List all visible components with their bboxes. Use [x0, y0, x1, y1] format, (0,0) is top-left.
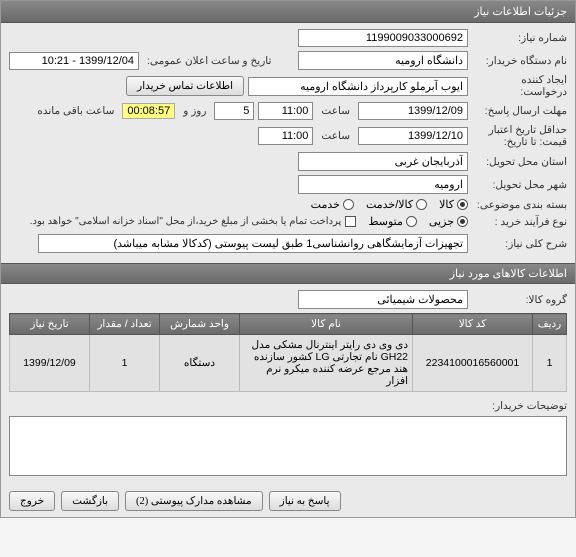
radio-icon [406, 216, 417, 227]
exit-button[interactable]: خروج [9, 491, 55, 511]
table-header-row: ردیف کد کالا نام کالا واحد شمارش تعداد /… [10, 314, 567, 335]
contact-buyer-button[interactable]: اطلاعات تماس خریدار [126, 76, 244, 96]
delivery-city-label: شهر محل تحویل: [472, 179, 567, 191]
cell-code: 2234100016560001 [413, 335, 533, 392]
radio-icon [343, 199, 354, 210]
cell-date: 1399/12/09 [10, 335, 90, 392]
col-name: نام کالا [240, 314, 413, 335]
packaging-goods-text: کالا [439, 198, 454, 211]
creator-label: ایجاد کننده درخواست: [472, 74, 567, 98]
reply-days: 5 [214, 102, 254, 120]
need-details-panel: جزئیات اطلاعات نیاز شماره نیاز: 11990090… [0, 0, 576, 518]
reply-deadline-time: 11:00 [258, 102, 313, 120]
radio-checked-icon [457, 199, 468, 210]
price-validity-time-label: ساعت [321, 130, 350, 142]
need-desc-label: شرح کلی نیاز: [472, 238, 567, 250]
purchase-low-text: جزیی [429, 215, 454, 228]
radio-icon [416, 199, 427, 210]
packaging-service-radio[interactable]: کالا/خدمت [366, 198, 427, 211]
purchase-mid-radio[interactable]: متوسط [368, 215, 417, 228]
treasury-checkbox[interactable] [345, 216, 356, 227]
col-unit: واحد شمارش [160, 314, 240, 335]
treasury-note: پرداخت تمام یا بخشی از مبلغ خرید،از محل … [30, 216, 342, 227]
items-table: ردیف کد کالا نام کالا واحد شمارش تعداد /… [9, 313, 567, 392]
cell-unit: دستگاه [160, 335, 240, 392]
radio-checked-icon [457, 216, 468, 227]
delivery-province-value: آذربایجان غربی [298, 152, 468, 171]
reply-button[interactable]: پاسخ به نیاز [269, 491, 341, 511]
public-announce-label: تاریخ و ساعت اعلان عمومی: [147, 55, 290, 67]
attachments-button[interactable]: مشاهده مدارک پیوستی (2) [125, 491, 263, 511]
back-button[interactable]: بازگشت [61, 491, 119, 511]
delivery-city-value: ارومیه [298, 175, 468, 194]
footer-actions: پاسخ به نیاز مشاهده مدارک پیوستی (2) باز… [1, 485, 575, 517]
items-section-header: اطلاعات کالاهای مورد نیاز [1, 263, 575, 284]
reply-time-label: ساعت [321, 105, 350, 117]
packaging-service-only-radio[interactable]: خدمت [311, 198, 354, 211]
purchase-mid-text: متوسط [368, 215, 403, 228]
cell-name: دی وی دی رایتر اینترنال مشکی مدل GH22 نا… [240, 335, 413, 392]
buyer-comments-textarea[interactable] [9, 416, 567, 476]
buyer-comments-label: توضیحات خریدار: [472, 400, 567, 412]
panel-title: جزئیات اطلاعات نیاز [1, 1, 575, 23]
remain-label: ساعت باقی مانده [37, 105, 114, 117]
reply-days-label: روز و [183, 105, 206, 117]
buyer-org-label: نام دستگاه خریدار: [472, 55, 567, 67]
countdown-timer: 00:08:57 [122, 103, 175, 119]
cell-idx: 1 [533, 335, 567, 392]
table-row[interactable]: 1 2234100016560001 دی وی دی رایتر اینترن… [10, 335, 567, 392]
col-date: تاریخ نیاز [10, 314, 90, 335]
public-announce-value: 1399/12/04 - 10:21 [9, 52, 139, 70]
need-desc-value: تجهیزات آزمایشگاهی روانشناسی1 طبق لیست پ… [38, 234, 468, 253]
product-group-value: محصولات شیمیائی [298, 290, 468, 309]
delivery-province-label: استان محل تحویل: [472, 156, 567, 168]
packaging-goods-radio[interactable]: کالا [439, 198, 468, 211]
purchase-low-radio[interactable]: جزیی [429, 215, 468, 228]
need-number-label: شماره نیاز: [472, 32, 567, 44]
packaging-service-text: کالا/خدمت [366, 198, 413, 211]
buyer-org-value: دانشگاه ارومیه [298, 51, 468, 70]
purchase-type-label: نوع فرآیند خرید : [472, 216, 567, 228]
col-idx: ردیف [533, 314, 567, 335]
product-group-label: گروه کالا: [472, 294, 567, 306]
packaging-label: بسته بندی موضوعی: [472, 199, 567, 211]
price-validity-time: 11:00 [258, 127, 313, 145]
reply-deadline-date: 1399/12/09 [358, 102, 468, 120]
creator-value: ایوب آبرملو کارپرداز دانشگاه ارومیه [248, 77, 468, 96]
price-validity-label: حداقل تاریخ اعتبار قیمت: تا تاریخ: [472, 124, 567, 148]
need-number-value: 1199009033000692 [298, 29, 468, 47]
price-validity-date: 1399/12/10 [358, 127, 468, 145]
cell-qty: 1 [90, 335, 160, 392]
col-code: کد کالا [413, 314, 533, 335]
reply-deadline-label: مهلت ارسال پاسخ: [472, 105, 567, 117]
items-body: گروه کالا: محصولات شیمیائی ردیف کد کالا … [1, 284, 575, 485]
form-body: شماره نیاز: 1199009033000692 نام دستگاه … [1, 23, 575, 263]
packaging-service-only-text: خدمت [311, 198, 340, 211]
col-qty: تعداد / مقدار [90, 314, 160, 335]
